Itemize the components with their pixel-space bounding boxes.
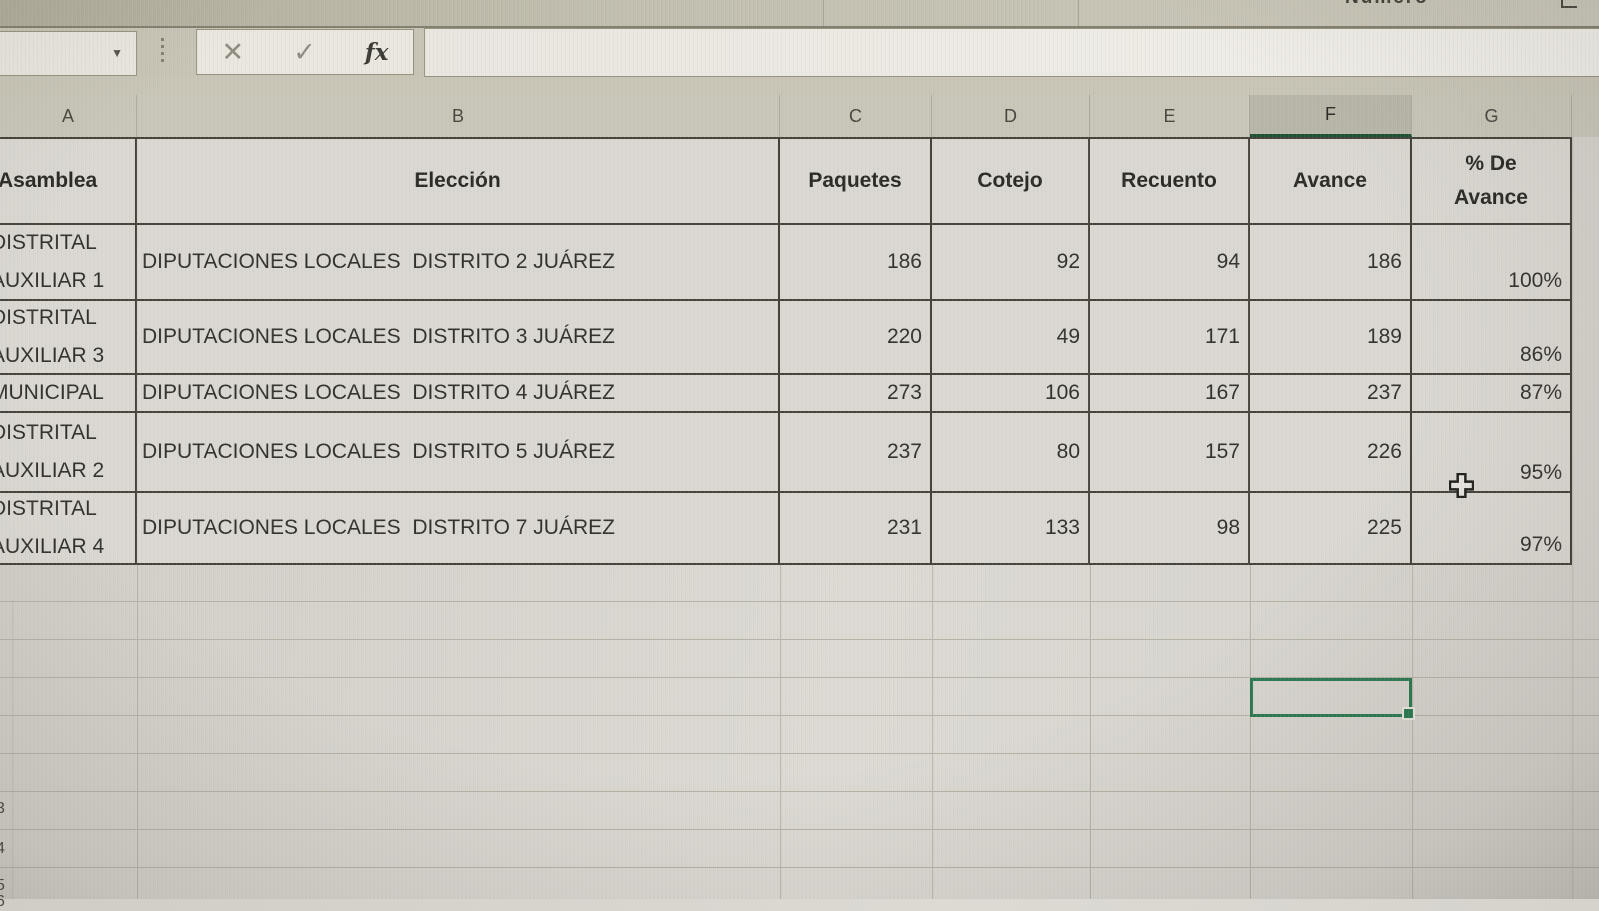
header-cell-pct-avance[interactable]: % De Avance — [1412, 139, 1572, 225]
selected-cell[interactable] — [1250, 678, 1415, 720]
header-cell-eleccion[interactable]: Elección — [137, 139, 780, 225]
column-header-f-selected[interactable]: F — [1250, 95, 1412, 137]
header-text: Asamblea — [0, 169, 98, 192]
cell-r5-avance[interactable]: 225 — [1250, 493, 1412, 565]
column-header-row: A B C D E F G — [0, 95, 1599, 137]
cell-r2-avance[interactable]: 189 — [1250, 301, 1412, 375]
row-number[interactable]: 6 — [0, 893, 5, 910]
cell-r5-paquetes[interactable]: 231 — [780, 493, 932, 565]
formula-button-group: ✕ ✓ fx — [196, 29, 414, 75]
column-header-b[interactable]: B — [137, 95, 780, 137]
header-cell-cotejo[interactable]: Cotejo — [932, 139, 1090, 225]
cell-r3-asamblea[interactable]: MUNICIPAL — [0, 375, 137, 413]
gridline — [1090, 563, 1091, 899]
name-box-dropdown-icon[interactable]: ▼ — [111, 46, 123, 60]
column-header-d[interactable]: D — [932, 95, 1090, 137]
cell-r1-recuento[interactable]: 94 — [1090, 225, 1250, 301]
row-header-edge — [12, 600, 13, 899]
gridline — [1572, 137, 1573, 899]
formula-bar-separator-dots — [161, 38, 164, 62]
cell-r5-pct[interactable]: 97% — [1412, 493, 1572, 565]
cell-text: DISTRITAL AUXILIAR 3 — [0, 306, 105, 367]
cell-r2-pct[interactable]: 86% — [1412, 301, 1572, 375]
column-header-overflow — [1572, 95, 1599, 137]
cell-r3-paquetes[interactable]: 273 — [780, 375, 932, 413]
enter-icon[interactable]: ✓ — [293, 36, 316, 67]
gridline — [780, 563, 781, 899]
gridline — [0, 829, 1599, 830]
cell-r5-cotejo[interactable]: 133 — [932, 493, 1090, 565]
formula-input[interactable] — [424, 28, 1599, 77]
column-header-e[interactable]: E — [1090, 95, 1250, 137]
cell-r2-asamblea[interactable]: DISTRITAL AUXILIAR 3 — [0, 301, 137, 375]
cell-r2-recuento[interactable]: 171 — [1090, 301, 1250, 375]
ribbon-group-separator — [823, 0, 824, 26]
cell-r1-pct[interactable]: 100% — [1412, 225, 1572, 301]
cell-text: DISTRITAL AUXILIAR 1 — [0, 231, 105, 292]
cell-text: DISTRITAL AUXILIAR 4 — [0, 497, 105, 558]
cancel-icon[interactable]: ✕ — [221, 36, 245, 67]
row-number[interactable]: 4 — [0, 840, 5, 857]
name-box[interactable]: ▼ — [0, 31, 137, 76]
gridline — [0, 753, 1599, 754]
header-cell-asamblea[interactable]: Asamblea — [0, 139, 137, 225]
cell-r2-eleccion[interactable]: DIPUTACIONES LOCALES DISTRITO 3 JUÁREZ — [137, 301, 780, 375]
gridline — [1412, 563, 1413, 899]
cell-r5-asamblea[interactable]: DISTRITAL AUXILIAR 4 — [0, 493, 137, 565]
ribbon-group-label-numero: Número — [1345, 0, 1429, 9]
cell-r1-asamblea[interactable]: DISTRITAL AUXILIAR 1 — [0, 225, 137, 301]
cell-r3-pct[interactable]: 87% — [1412, 375, 1572, 413]
cell-r4-cotejo[interactable]: 80 — [932, 413, 1090, 493]
gridline — [0, 791, 1599, 792]
ribbon-bottom-strip: Número — [0, 0, 1599, 28]
column-header-g[interactable]: G — [1412, 95, 1572, 137]
header-cell-avance[interactable]: Avance — [1250, 139, 1412, 225]
cell-r2-cotejo[interactable]: 49 — [932, 301, 1090, 375]
gridline — [0, 677, 1599, 678]
cell-r1-cotejo[interactable]: 92 — [932, 225, 1090, 301]
gridline — [137, 563, 138, 899]
cell-r3-avance[interactable]: 237 — [1250, 375, 1412, 413]
cell-r5-recuento[interactable]: 98 — [1090, 493, 1250, 565]
ribbon-group-separator — [1078, 0, 1079, 26]
header-cell-paquetes[interactable]: Paquetes — [780, 139, 932, 225]
cell-r5-eleccion[interactable]: DIPUTACIONES LOCALES DISTRITO 7 JUÁREZ — [137, 493, 780, 565]
cell-r4-paquetes[interactable]: 237 — [780, 413, 932, 493]
cell-text: MUNICIPAL — [0, 381, 104, 405]
dialog-launcher-icon[interactable] — [1561, 0, 1577, 8]
cell-cursor-icon — [1448, 472, 1475, 503]
column-header-a[interactable]: A — [0, 95, 137, 137]
header-text: % De Avance — [1454, 152, 1528, 209]
cell-r4-pct[interactable]: 95% — [1412, 413, 1572, 493]
gridline — [0, 601, 1599, 602]
row-number[interactable]: 5 — [0, 877, 5, 894]
header-cell-recuento[interactable]: Recuento — [1090, 139, 1250, 225]
cell-r1-avance[interactable]: 186 — [1250, 225, 1412, 301]
gridline — [932, 563, 933, 899]
gridline — [0, 639, 1599, 640]
cell-r1-paquetes[interactable]: 186 — [780, 225, 932, 301]
gridline — [0, 715, 1599, 716]
header-gap-strip — [0, 77, 1599, 95]
cell-r4-avance[interactable]: 226 — [1250, 413, 1412, 493]
cell-r1-eleccion[interactable]: DIPUTACIONES LOCALES DISTRITO 2 JUÁREZ — [137, 225, 780, 301]
cell-r2-paquetes[interactable]: 220 — [780, 301, 932, 375]
cell-r3-recuento[interactable]: 167 — [1090, 375, 1250, 413]
cell-text: DISTRITAL AUXILIAR 2 — [0, 421, 105, 482]
cell-r4-eleccion[interactable]: DIPUTACIONES LOCALES DISTRITO 5 JUÁREZ — [137, 413, 780, 493]
row-number[interactable]: 3 — [0, 800, 5, 817]
column-header-c[interactable]: C — [780, 95, 932, 137]
fill-handle[interactable] — [1402, 707, 1415, 720]
results-table: Asamblea Elección Paquetes Cotejo Recuen… — [0, 137, 1572, 565]
gridline — [1250, 563, 1251, 899]
cell-r3-eleccion[interactable]: DIPUTACIONES LOCALES DISTRITO 4 JUÁREZ — [137, 375, 780, 413]
insert-function-icon[interactable]: fx — [364, 38, 389, 66]
gridline — [0, 867, 1599, 868]
cell-r3-cotejo[interactable]: 106 — [932, 375, 1090, 413]
cell-r4-asamblea[interactable]: DISTRITAL AUXILIAR 2 — [0, 413, 137, 493]
cell-r4-recuento[interactable]: 157 — [1090, 413, 1250, 493]
